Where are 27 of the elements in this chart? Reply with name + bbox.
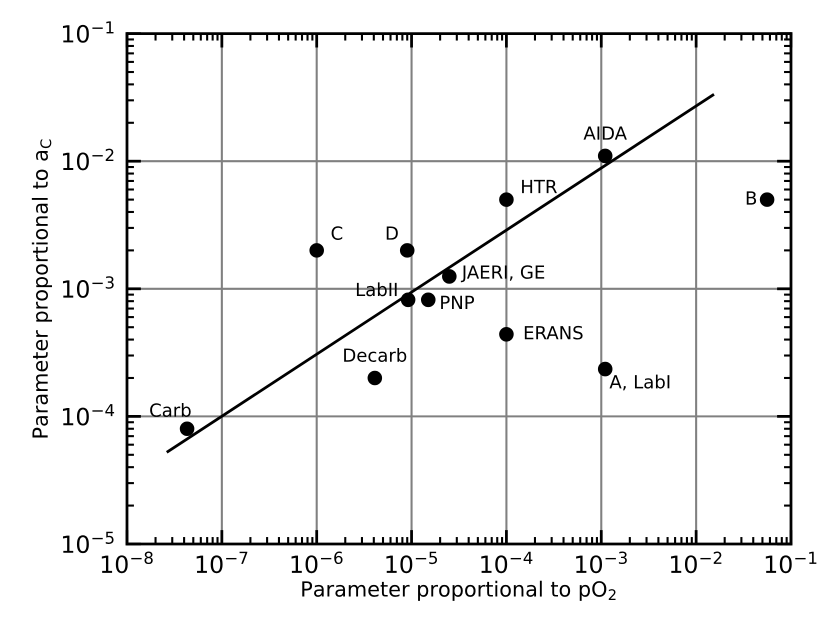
annotation: ERANS: [524, 326, 583, 340]
x-tick-label: 10$^{−6}$: [292, 552, 343, 574]
y-tick-label: 10$^{−5}$: [62, 532, 114, 554]
x-tick-label: 10$^{−3}$: [576, 552, 627, 574]
y-tick-label: 10$^{−3}$: [62, 276, 114, 298]
annotation: A, LabI: [610, 374, 670, 390]
y-tick-label: 10$^{−1}$: [62, 21, 114, 43]
annotation: JAERI, GE: [460, 265, 544, 282]
annotation: HTR: [522, 180, 557, 194]
x-tick-label: 10$^{−7}$: [196, 552, 248, 574]
annotation: D: [386, 226, 398, 240]
y-axis-title: Parameter proportional to a$_{C}$: [32, 140, 52, 438]
x-tick-label: 10$^{−1}$: [766, 552, 816, 574]
annotation: AIDA: [584, 126, 627, 140]
annotation: LabII: [356, 282, 397, 296]
annotation: B: [746, 191, 756, 205]
annotation: C: [332, 226, 342, 240]
x-tick-label: 10$^{−8}$: [102, 552, 153, 574]
y-tick-label: 10$^{−4}$: [62, 404, 114, 426]
annotation: Decarb: [344, 348, 406, 362]
y-tick-label: 10$^{−2}$: [62, 148, 114, 170]
x-tick-label: 10$^{−5}$: [386, 552, 438, 574]
annotation: PNP: [441, 296, 474, 309]
annotation: Carb: [150, 402, 191, 417]
x-axis-title: Parameter proportional to pO$_{2}$: [302, 580, 616, 601]
x-tick-label: 10$^{−2}$: [670, 552, 722, 574]
x-tick-label: 10$^{−4}$: [481, 552, 532, 574]
